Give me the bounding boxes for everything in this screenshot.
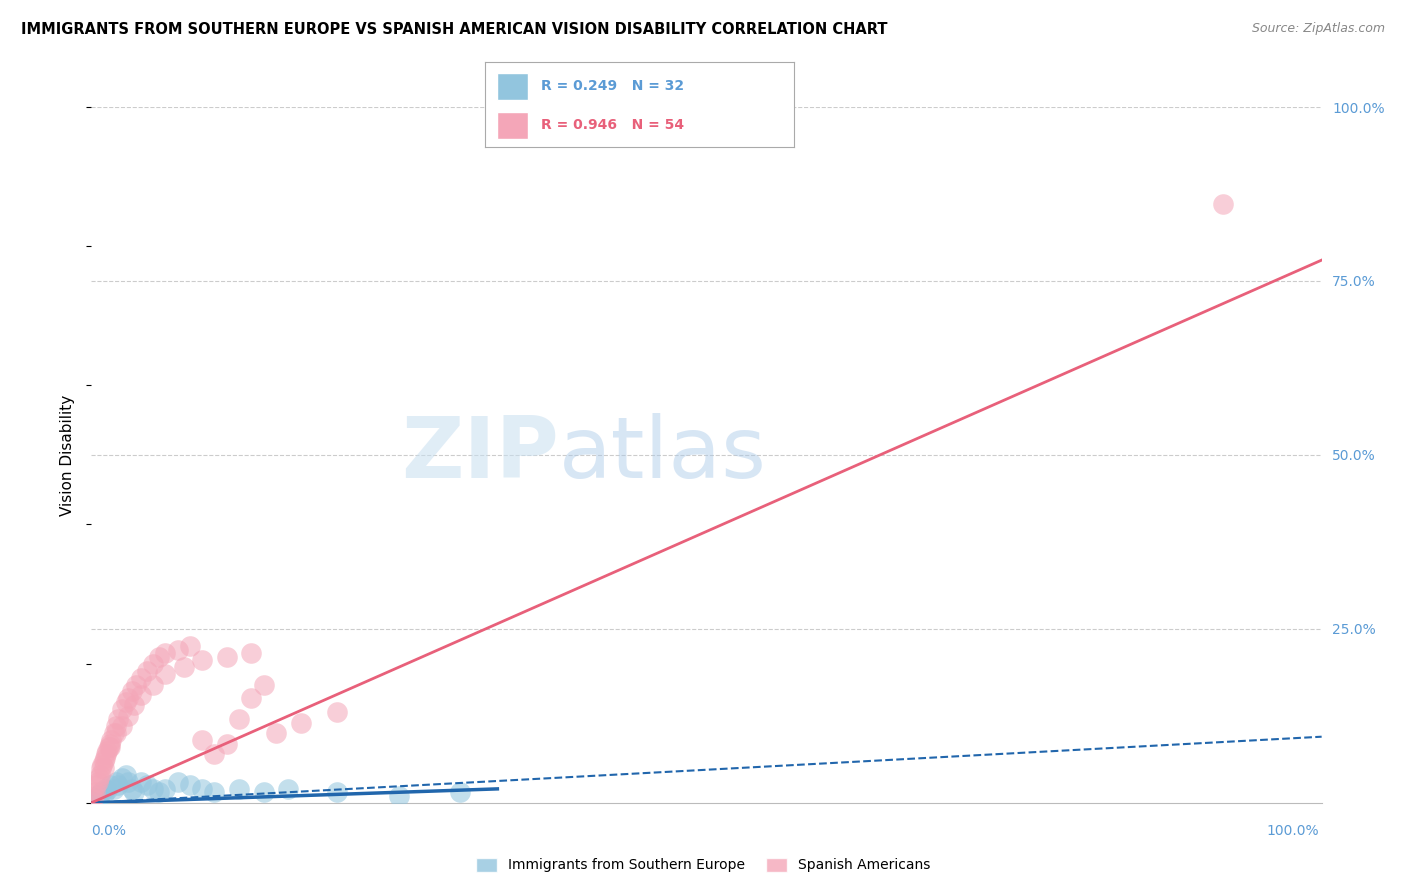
Point: [105, 726, 127, 740]
Y-axis label: Vision Disability: Vision Disability: [60, 394, 76, 516]
Point: [82, 792, 104, 806]
Point: [111, 772, 134, 786]
Point: [202, 747, 225, 761]
Point: [93, 788, 115, 802]
Point: [97, 740, 120, 755]
Point: [148, 785, 170, 799]
Point: [240, 691, 263, 706]
Point: [253, 785, 276, 799]
Point: [215, 649, 238, 664]
Point: [100, 733, 122, 747]
Text: R = 0.249   N = 32: R = 0.249 N = 32: [541, 79, 683, 93]
Point: [129, 775, 152, 789]
Text: R = 0.946   N = 54: R = 0.946 N = 54: [541, 118, 683, 132]
Point: [90, 761, 112, 775]
Point: [142, 657, 165, 671]
Point: [90, 785, 112, 799]
Point: [228, 712, 250, 726]
Point: [129, 671, 152, 685]
Point: [91, 757, 114, 772]
Point: [114, 768, 138, 782]
Text: atlas: atlas: [558, 413, 766, 497]
Point: [111, 719, 134, 733]
Point: [86, 789, 108, 803]
FancyBboxPatch shape: [498, 112, 529, 139]
Text: 100.0%: 100.0%: [1267, 824, 1319, 838]
Point: [117, 691, 139, 706]
Point: [114, 695, 138, 709]
Point: [191, 653, 214, 667]
Point: [96, 783, 118, 797]
Point: [111, 702, 134, 716]
Point: [107, 778, 129, 792]
Text: 0.0%: 0.0%: [91, 824, 127, 838]
Point: [86, 792, 108, 806]
Point: [105, 719, 127, 733]
Point: [153, 646, 177, 660]
Point: [86, 775, 108, 789]
Point: [153, 667, 177, 681]
Point: [117, 708, 139, 723]
Point: [179, 639, 201, 653]
Point: [388, 789, 411, 803]
Point: [124, 698, 146, 713]
Point: [326, 785, 349, 799]
Point: [166, 775, 188, 789]
Point: [87, 772, 110, 786]
Point: [94, 781, 117, 796]
Point: [142, 781, 165, 796]
Point: [89, 768, 111, 782]
Point: [449, 785, 471, 799]
Point: [96, 747, 117, 761]
Point: [105, 775, 127, 789]
Point: [148, 649, 170, 664]
Point: [98, 778, 121, 792]
Point: [83, 789, 105, 803]
Point: [179, 778, 201, 792]
Point: [124, 677, 148, 691]
Point: [326, 706, 349, 720]
Legend: Immigrants from Southern Europe, Spanish Americans: Immigrants from Southern Europe, Spanish…: [471, 852, 935, 878]
Point: [153, 781, 177, 796]
Point: [96, 744, 118, 758]
Point: [290, 715, 312, 730]
Text: ZIP: ZIP: [401, 413, 558, 497]
Point: [129, 688, 152, 702]
Point: [202, 785, 225, 799]
Point: [253, 677, 276, 691]
Point: [191, 733, 214, 747]
Point: [117, 775, 139, 789]
Point: [228, 781, 250, 796]
Point: [86, 778, 108, 792]
Point: [135, 778, 157, 792]
Point: [84, 785, 107, 799]
Point: [94, 750, 117, 764]
Point: [1212, 197, 1234, 211]
Point: [264, 726, 287, 740]
Point: [173, 660, 195, 674]
Point: [98, 737, 121, 751]
Point: [142, 677, 165, 691]
Point: [98, 740, 121, 755]
Point: [277, 781, 299, 796]
Text: IMMIGRANTS FROM SOUTHERN EUROPE VS SPANISH AMERICAN VISION DISABILITY CORRELATIO: IMMIGRANTS FROM SOUTHERN EUROPE VS SPANI…: [21, 22, 887, 37]
FancyBboxPatch shape: [498, 72, 529, 100]
Point: [191, 781, 214, 796]
Point: [124, 785, 146, 799]
Point: [107, 712, 129, 726]
Point: [135, 664, 157, 678]
Point: [166, 642, 188, 657]
Point: [215, 737, 238, 751]
Point: [121, 684, 143, 698]
Text: Source: ZipAtlas.com: Source: ZipAtlas.com: [1251, 22, 1385, 36]
Point: [240, 646, 263, 660]
Point: [103, 726, 125, 740]
Point: [93, 761, 115, 775]
Point: [103, 781, 125, 796]
Point: [87, 790, 110, 805]
Point: [93, 754, 115, 768]
Point: [83, 794, 105, 808]
Point: [121, 781, 143, 796]
